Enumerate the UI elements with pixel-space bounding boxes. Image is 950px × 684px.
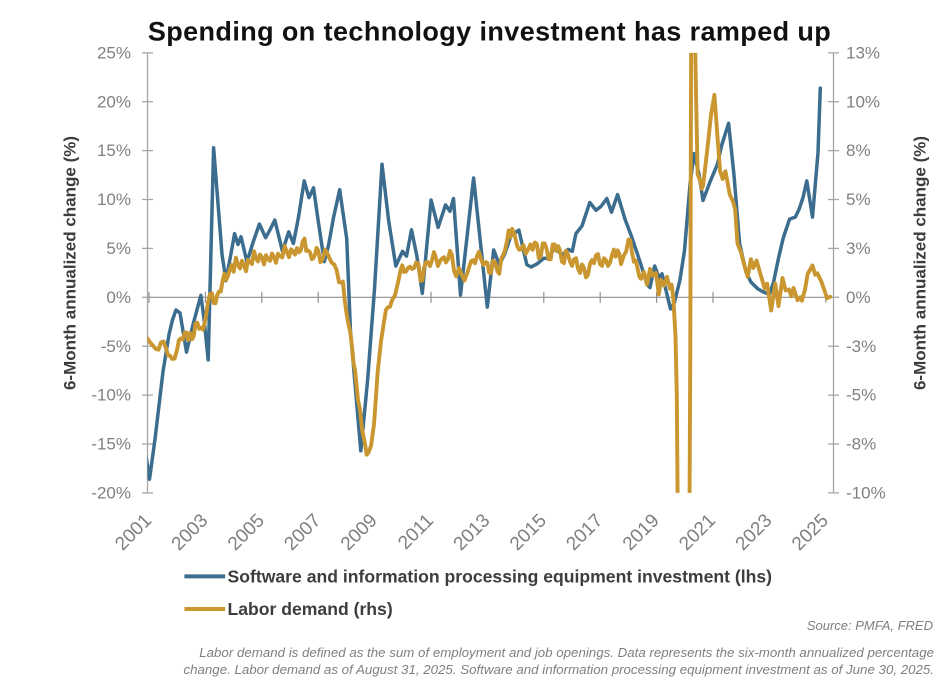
- svg-text:0%: 0%: [106, 288, 131, 307]
- svg-text:-10%: -10%: [846, 484, 886, 503]
- svg-text:-10%: -10%: [91, 386, 131, 405]
- svg-text:25%: 25%: [97, 44, 131, 63]
- svg-text:0%: 0%: [846, 288, 871, 307]
- svg-text:-20%: -20%: [91, 484, 131, 503]
- svg-text:5%: 5%: [846, 190, 871, 209]
- svg-text:20%: 20%: [97, 92, 131, 111]
- svg-text:10%: 10%: [97, 190, 131, 209]
- svg-text:8%: 8%: [846, 141, 871, 160]
- svg-text:Labor demand (rhs): Labor demand (rhs): [228, 599, 393, 619]
- svg-text:3%: 3%: [846, 239, 871, 258]
- svg-text:10%: 10%: [846, 92, 880, 111]
- svg-text:Spending on technology investm: Spending on technology investment has ra…: [148, 17, 831, 47]
- svg-text:-8%: -8%: [846, 435, 876, 454]
- svg-text:6-Month annualized change (%): 6-Month annualized change (%): [911, 136, 930, 390]
- svg-text:-5%: -5%: [846, 386, 876, 405]
- svg-text:-3%: -3%: [846, 337, 876, 356]
- svg-text:13%: 13%: [846, 44, 880, 63]
- svg-text:change. Labor demand as of Aug: change. Labor demand as of August 31, 20…: [183, 662, 934, 677]
- svg-text:-5%: -5%: [101, 337, 131, 356]
- svg-text:Labor demand is defined as the: Labor demand is defined as the sum of em…: [199, 645, 934, 660]
- svg-text:-15%: -15%: [91, 435, 131, 454]
- svg-text:Source: PMFA, FRED: Source: PMFA, FRED: [807, 618, 933, 633]
- svg-text:Software and information proce: Software and information processing equi…: [228, 567, 773, 587]
- svg-text:6-Month annualized change (%): 6-Month annualized change (%): [61, 136, 80, 390]
- svg-text:15%: 15%: [97, 141, 131, 160]
- svg-text:5%: 5%: [106, 239, 131, 258]
